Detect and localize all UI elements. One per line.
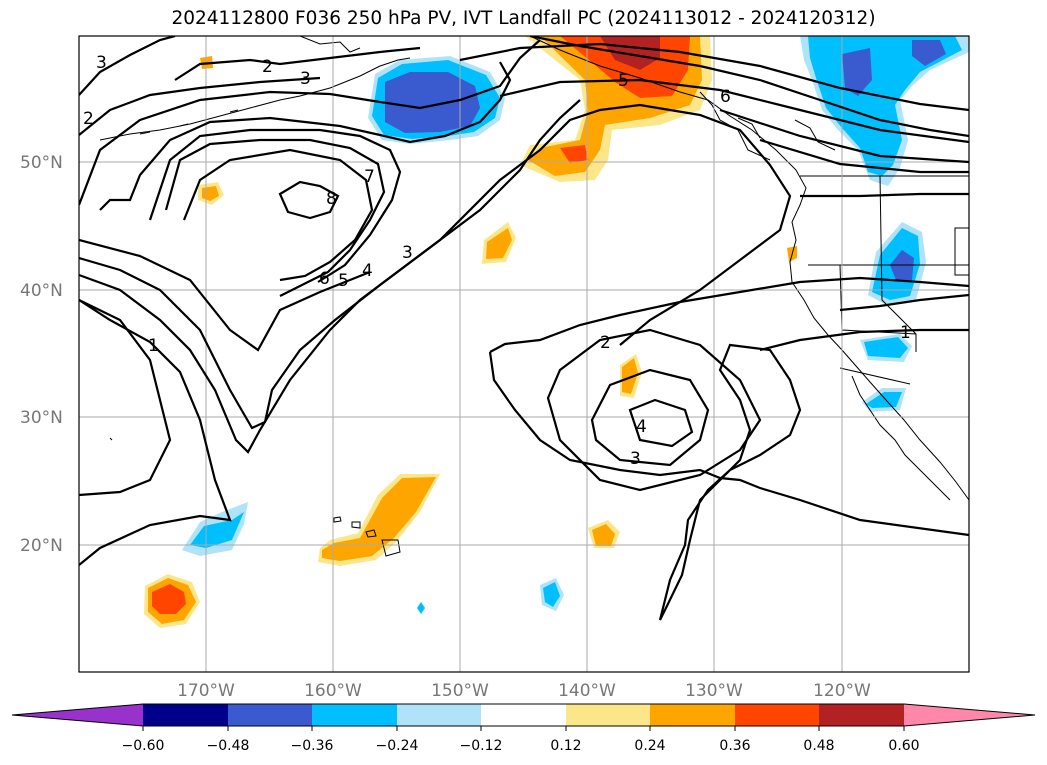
- contour-label: 3: [300, 69, 311, 89]
- coastlines: [99, 36, 969, 557]
- latitude-labels: 50°N 40°N 30°N 20°N: [20, 153, 63, 556]
- lon-label: 130°W: [685, 681, 743, 701]
- contour-label: 2: [262, 57, 273, 77]
- contour-label: 4: [362, 261, 373, 281]
- colorbar-segment: [143, 704, 228, 726]
- contour-label: 3: [402, 243, 413, 263]
- lon-label: 140°W: [558, 681, 616, 701]
- colorbar-tick-label: 0.24: [634, 738, 665, 754]
- colorbar-segment: [228, 704, 312, 726]
- lat-label: 30°N: [20, 408, 63, 428]
- contour-label: 3: [96, 53, 107, 73]
- colorbar-extend-low: [12, 704, 143, 726]
- contour-label: 7: [364, 167, 375, 187]
- colorbar-tick-label: −0.48: [207, 738, 250, 754]
- contour-label: 6: [319, 269, 330, 289]
- contour-label: 2: [600, 333, 611, 353]
- map-frame: [78, 35, 970, 673]
- colorbar-tick-label: 0.60: [888, 738, 919, 754]
- lon-label: 160°W: [304, 681, 362, 701]
- colorbar-segment: [397, 704, 481, 726]
- colorbar-extend-high: [904, 704, 1035, 726]
- colorbar-segment: [566, 704, 650, 726]
- colorbar: −0.60 −0.48 −0.36 −0.24 −0.12 0.12 0.24 …: [11, 703, 1036, 754]
- lon-label: 120°W: [813, 681, 871, 701]
- colorbar-tick-label: −0.24: [376, 738, 419, 754]
- colorbar-tick-label: −0.36: [291, 738, 334, 754]
- pv-contours: [79, 36, 969, 621]
- contour-label: 3: [630, 449, 641, 469]
- contour-label: 1: [148, 336, 159, 356]
- lat-label: 40°N: [20, 281, 63, 301]
- map-title: 2024112800 F036 250 hPa PV, IVT Landfall…: [171, 8, 876, 29]
- lat-label: 50°N: [20, 153, 63, 173]
- contour-label: 8: [326, 189, 337, 209]
- contour-label: 4: [636, 417, 647, 437]
- colorbar-segment: [819, 704, 904, 726]
- lon-label: 170°W: [177, 681, 235, 701]
- colorbar-segment: [735, 704, 819, 726]
- contour-label: 2: [83, 109, 94, 129]
- colorbar-tick-label: 0.48: [803, 738, 834, 754]
- contour-labels: 3 2 3 2 5 6 7 8 6 5 4 3 1 2 4 3 1: [83, 53, 911, 469]
- lon-label: 150°W: [431, 681, 489, 701]
- colorbar-segment: [481, 704, 566, 726]
- lat-label: 20°N: [20, 536, 63, 556]
- colorbar-tick-label: 0.36: [719, 738, 750, 754]
- colorbar-tick-label: −0.60: [122, 738, 165, 754]
- contour-label: 5: [618, 71, 629, 91]
- colorbar-segment: [650, 704, 735, 726]
- longitude-labels: 170°W 160°W 150°W 140°W 130°W 120°W: [177, 681, 871, 701]
- map-panel: 3 2 3 2 5 6 7 8 6 5 4 3 1 2 4 3 1: [79, 36, 969, 672]
- positive-anomaly-patches: [144, 36, 797, 628]
- contour-label: 1: [900, 323, 911, 343]
- colorbar-tick-label: 0.12: [550, 738, 581, 754]
- colorbar-segment: [312, 704, 397, 726]
- contour-label: 6: [720, 87, 731, 107]
- contour-label: 5: [338, 271, 349, 291]
- colorbar-tick-label: −0.12: [460, 738, 503, 754]
